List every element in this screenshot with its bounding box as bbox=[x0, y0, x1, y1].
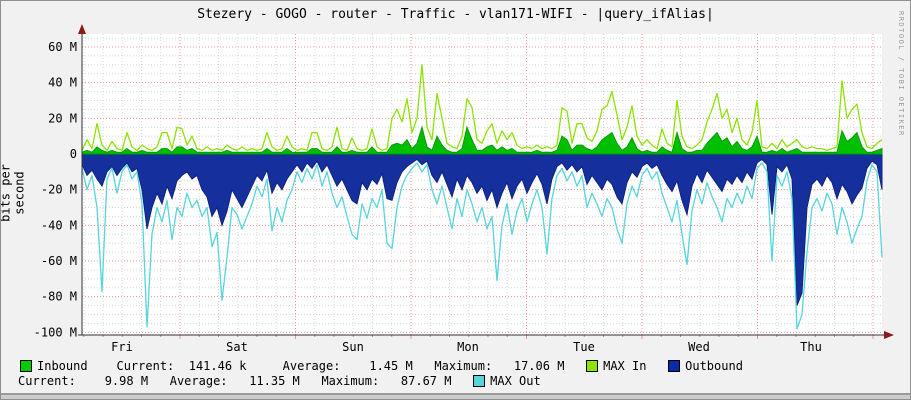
legend-text: Current: 9.98 M bbox=[18, 374, 170, 388]
max-out-swatch bbox=[473, 375, 486, 387]
legend-row-1: Inbound Current: 141.46 k Average: 1.45 … bbox=[20, 360, 743, 372]
y-tick-label: -100 M bbox=[34, 325, 77, 339]
rrdtool-watermark: RRDTOOL / TOBI OETIKER bbox=[897, 11, 905, 137]
x-tick-label: Wed bbox=[688, 340, 710, 354]
legend-text: Maximum: 17.06 M bbox=[434, 359, 587, 373]
legend-text: MAX Out bbox=[490, 374, 541, 388]
y-tick-label: 20 M bbox=[48, 111, 77, 125]
y-tick-label: -60 M bbox=[41, 254, 77, 268]
y-tick-label: -80 M bbox=[41, 290, 77, 304]
legend-text: Outbound bbox=[685, 359, 743, 373]
y-tick-label: -40 M bbox=[41, 218, 77, 232]
max-in-swatch bbox=[586, 360, 599, 372]
outbound-swatch bbox=[668, 360, 681, 372]
graph-title: Stezery - GOGO - router - Traffic - vlan… bbox=[197, 7, 714, 22]
x-tick-label: Thu bbox=[800, 340, 822, 354]
series-max-out bbox=[81, 162, 883, 330]
bottom-border-line bbox=[1, 393, 910, 395]
legend-row-2: Current: 9.98 M Average: 11.35 M Maximum… bbox=[18, 375, 541, 387]
y-axis-arrow bbox=[78, 24, 86, 34]
x-tick-label: Sat bbox=[226, 340, 248, 354]
legend-text: MAX In bbox=[603, 359, 669, 373]
x-tick-label: Tue bbox=[573, 340, 595, 354]
series-max-in bbox=[81, 64, 883, 152]
x-tick-label: Mon bbox=[457, 340, 479, 354]
legend-text: Average: 1.45 M bbox=[282, 359, 435, 373]
bottom-border-band bbox=[1, 395, 910, 399]
x-tick-label: Fri bbox=[111, 340, 133, 354]
x-axis-arrow bbox=[884, 331, 894, 339]
y-tick-label: 0 bbox=[70, 147, 77, 161]
legend-text: Average: 11.35 M bbox=[169, 374, 322, 388]
y-tick-label: 60 M bbox=[48, 40, 77, 54]
inbound-swatch bbox=[20, 360, 32, 372]
series-inbound bbox=[81, 125, 883, 155]
series-outbound bbox=[81, 153, 883, 306]
y-tick-label: 40 M bbox=[48, 76, 77, 90]
x-tick-label: Sun bbox=[342, 340, 364, 354]
y-tick-label: -20 M bbox=[41, 183, 77, 197]
legend-text: Maximum: 87.67 M bbox=[321, 374, 474, 388]
legend-text: Current: 141.46 k bbox=[116, 359, 283, 373]
legend-text: Inbound bbox=[37, 359, 117, 373]
